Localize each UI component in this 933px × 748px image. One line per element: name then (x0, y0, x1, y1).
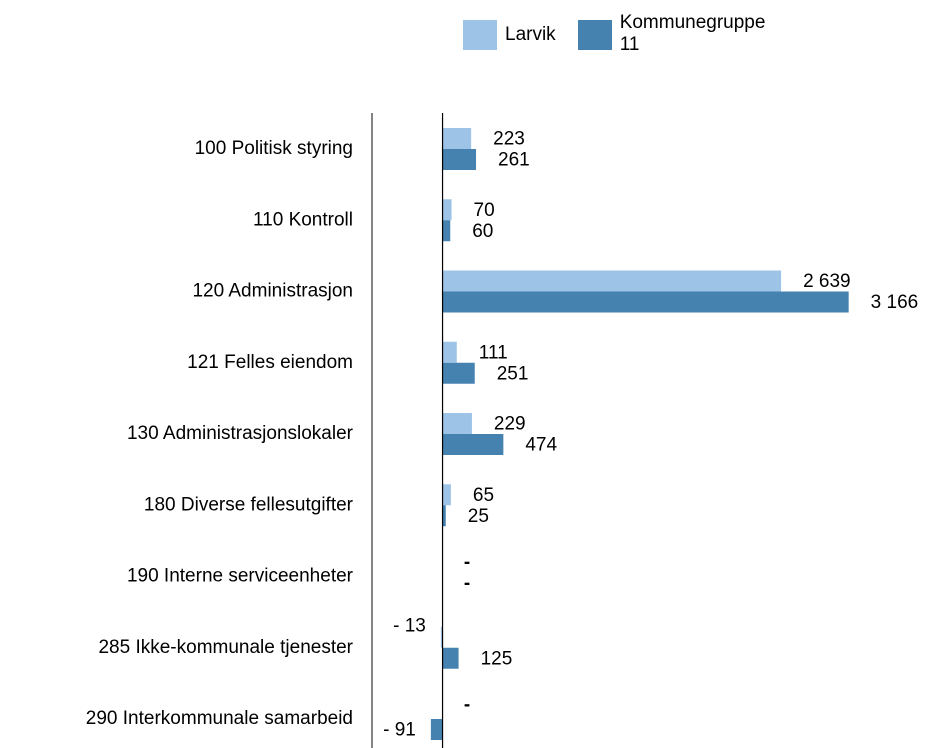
value-label: 223 (493, 129, 525, 150)
value-label: 474 (525, 435, 557, 456)
category-label: 190 Interne serviceenheter (127, 566, 354, 587)
value-label: 65 (473, 485, 494, 506)
value-label: 261 (498, 150, 530, 171)
value-label: 111 (479, 342, 508, 363)
bar (442, 647, 459, 669)
value-label: 25 (468, 506, 489, 527)
category-label: 290 Interkommunale samarbeid (86, 708, 353, 729)
legend-item: Larvik (463, 12, 556, 56)
bar (442, 362, 475, 384)
legend-item: Kommunegruppe 11 (577, 12, 770, 56)
value-label: 251 (497, 363, 529, 384)
legend-swatch (463, 20, 497, 50)
legend-swatch (577, 20, 612, 50)
legend-label: Larvik (505, 24, 556, 45)
value-label: 229 (494, 414, 526, 435)
value-label: - (464, 695, 470, 716)
bar (442, 270, 782, 292)
value-label: 70 (474, 200, 495, 221)
legend-label: Kommunegruppe 11 (619, 12, 766, 55)
value-label: - (464, 573, 470, 594)
bar (442, 505, 446, 527)
value-label: - (464, 552, 470, 573)
category-label: 110 Kontroll (253, 209, 353, 230)
bar (442, 484, 451, 506)
bar (442, 199, 452, 221)
value-label: 3 166 (871, 292, 919, 313)
category-label: 100 Politisk styring (195, 138, 353, 159)
value-label: - 13 (393, 615, 426, 636)
category-label: 180 Diverse fellesutgifter (144, 494, 354, 515)
value-label: 2 639 (803, 271, 851, 292)
bar (442, 149, 477, 170)
legend: Larvik Kommunegruppe 11 (463, 12, 770, 56)
category-label: 121 Felles eiendom (187, 352, 353, 373)
bar (440, 626, 443, 648)
bar (442, 291, 849, 313)
bar (442, 128, 472, 149)
value-label: 125 (481, 648, 513, 669)
bar (430, 719, 443, 740)
value-label: 60 (472, 221, 493, 242)
category-label: 130 Administrasjonslokaler (127, 423, 354, 444)
bar (442, 341, 457, 363)
value-label: - 91 (383, 720, 416, 741)
bar (442, 220, 451, 242)
bar (442, 413, 472, 434)
category-label: 285 Ikke-kommunale tjenester (98, 637, 353, 658)
bar (442, 434, 504, 455)
category-label: 120 Administrasjon (192, 281, 353, 302)
